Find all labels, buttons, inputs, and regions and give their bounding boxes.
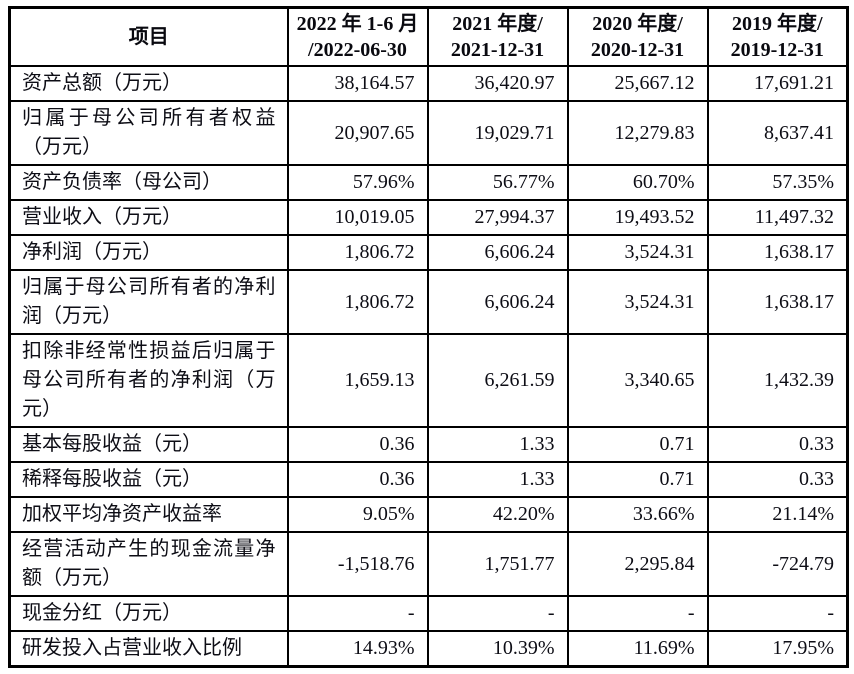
row-value: - — [286, 595, 429, 632]
row-value: - — [566, 595, 709, 632]
table-row: 营业收入（万元） 10,019.05 27,994.37 19,493.52 11,49… — [8, 199, 849, 236]
row-value: 3,340.65 — [566, 333, 709, 428]
row-value: 1.33 — [426, 426, 569, 463]
row-value: 1,638.17 — [706, 234, 849, 271]
row-value: - — [706, 595, 849, 632]
row-label: 资产总额（万元） — [8, 65, 289, 102]
table-row: 资产总额（万元） 38,164.57 36,420.97 25,667.12 17,69… — [8, 65, 849, 102]
row-value: 10.39% — [426, 630, 569, 668]
table-row: 归属于母公司所有者的净利润（万元） 1,806.72 6,606.24 3,524.3… — [8, 269, 849, 335]
table-row: 稀释每股收益（元） 0.36 1.33 0.71 0.33 — [8, 461, 849, 498]
row-value: 1,638.17 — [706, 269, 849, 335]
row-value: -1,518.76 — [286, 531, 429, 597]
row-value: 14.93% — [286, 630, 429, 668]
row-label: 现金分红（万元） — [8, 595, 289, 632]
table-row: 资产负债率（母公司） 57.96% 56.77% 60.70% 57.35% — [8, 164, 849, 201]
column-header-item: 项目 — [8, 6, 289, 67]
column-header-period-2021: 2021 年度/ 2021-12-31 — [426, 6, 569, 67]
row-label: 归属于母公司所有者的净利润（万元） — [8, 269, 289, 335]
row-label: 稀释每股收益（元） — [8, 461, 289, 498]
table-row: 扣除非经常性损益后归属于母公司所有者的净利润（万元） 1,659.13 6,261.… — [8, 333, 849, 428]
row-value: 0.33 — [706, 461, 849, 498]
row-label: 加权平均净资产收益率 — [8, 496, 289, 533]
row-value: 20,907.65 — [286, 100, 429, 166]
row-label: 研发投入占营业收入比例 — [8, 630, 289, 668]
row-value: 6,606.24 — [426, 234, 569, 271]
row-value: 10,019.05 — [286, 199, 429, 236]
row-value: 19,029.71 — [426, 100, 569, 166]
row-label: 净利润（万元） — [8, 234, 289, 271]
row-label: 基本每股收益（元） — [8, 426, 289, 463]
row-value: 0.36 — [286, 461, 429, 498]
row-value: -724.79 — [706, 531, 849, 597]
row-value: 1,806.72 — [286, 269, 429, 335]
column-header-period-2020: 2020 年度/ 2020-12-31 — [566, 6, 709, 67]
row-value: 38,164.57 — [286, 65, 429, 102]
row-value: 17,691.21 — [706, 65, 849, 102]
row-label: 归属于母公司所有者权益（万元） — [8, 100, 289, 166]
row-value: 21.14% — [706, 496, 849, 533]
row-value: 42.20% — [426, 496, 569, 533]
row-value: 6,261.59 — [426, 333, 569, 428]
table-row: 净利润（万元） 1,806.72 6,606.24 3,524.31 1,638.17 — [8, 234, 849, 271]
table-row: 经营活动产生的现金流量净额（万元） -1,518.76 1,751.77 2,295.… — [8, 531, 849, 597]
row-value: 2,295.84 — [566, 531, 709, 597]
row-value: 3,524.31 — [566, 234, 709, 271]
row-value: 25,667.12 — [566, 65, 709, 102]
row-value: 1,751.77 — [426, 531, 569, 597]
column-header-period-2022h1: 2022 年 1-6 月 /2022-06-30 — [286, 6, 429, 67]
row-value: 1,659.13 — [286, 333, 429, 428]
row-value: 33.66% — [566, 496, 709, 533]
financial-table-body: 资产总额（万元） 38,164.57 36,420.97 25,667.12 17,69… — [8, 65, 849, 668]
row-value: 3,524.31 — [566, 269, 709, 335]
row-value: 9.05% — [286, 496, 429, 533]
row-value: 57.96% — [286, 164, 429, 201]
row-value: 1,806.72 — [286, 234, 429, 271]
row-value: 11,497.32 — [706, 199, 849, 236]
row-value: 36,420.97 — [426, 65, 569, 102]
row-value: 0.36 — [286, 426, 429, 463]
row-value: 0.71 — [566, 461, 709, 498]
row-value: - — [426, 595, 569, 632]
table-row: 研发投入占营业收入比例 14.93% 10.39% 11.69% 17.95% — [8, 630, 849, 668]
row-value: 6,606.24 — [426, 269, 569, 335]
row-label: 经营活动产生的现金流量净额（万元） — [8, 531, 289, 597]
row-value: 8,637.41 — [706, 100, 849, 166]
financial-summary-table: 项目 2022 年 1-6 月 /2022-06-30 2021 年度/ 202… — [8, 6, 849, 668]
row-value: 1.33 — [426, 461, 569, 498]
row-label: 资产负债率（母公司） — [8, 164, 289, 201]
row-value: 19,493.52 — [566, 199, 709, 236]
row-value: 12,279.83 — [566, 100, 709, 166]
row-value: 57.35% — [706, 164, 849, 201]
table-row: 加权平均净资产收益率 9.05% 42.20% 33.66% 21.14% — [8, 496, 849, 533]
row-label: 扣除非经常性损益后归属于母公司所有者的净利润（万元） — [8, 333, 289, 428]
table-row: 基本每股收益（元） 0.36 1.33 0.71 0.33 — [8, 426, 849, 463]
table-row: 归属于母公司所有者权益（万元） 20,907.65 19,029.71 12,279.… — [8, 100, 849, 166]
row-value: 60.70% — [566, 164, 709, 201]
column-header-period-2019: 2019 年度/ 2019-12-31 — [706, 6, 849, 67]
row-value: 11.69% — [566, 630, 709, 668]
header-row: 项目 2022 年 1-6 月 /2022-06-30 2021 年度/ 202… — [8, 6, 849, 67]
row-value: 1,432.39 — [706, 333, 849, 428]
row-value: 17.95% — [706, 630, 849, 668]
table-row: 现金分红（万元） - - - - — [8, 595, 849, 632]
row-label: 营业收入（万元） — [8, 199, 289, 236]
row-value: 0.33 — [706, 426, 849, 463]
row-value: 56.77% — [426, 164, 569, 201]
row-value: 27,994.37 — [426, 199, 569, 236]
row-value: 0.71 — [566, 426, 709, 463]
